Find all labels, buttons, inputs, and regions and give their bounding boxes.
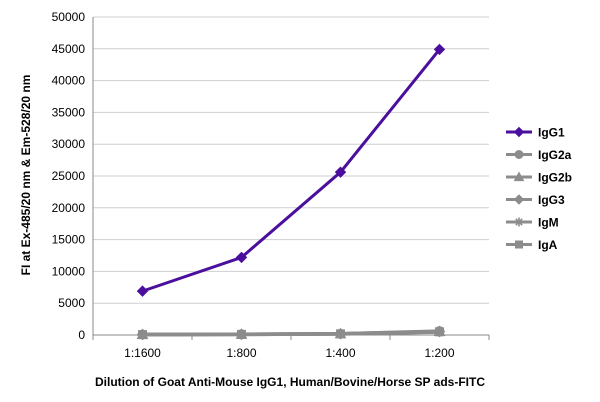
legend-item: IgG3 [506, 193, 565, 207]
series-lines [136, 43, 446, 341]
data-point [514, 217, 524, 227]
legend-item: IgG2a [506, 148, 572, 162]
y-tick-label: 45000 [52, 42, 86, 56]
data-point [237, 329, 246, 339]
x-axis-title: Dilution of Goat Anti-Mouse IgG1, Human/… [95, 375, 485, 389]
legend-item: IgA [506, 238, 558, 252]
y-tick-label: 20000 [52, 201, 86, 215]
legend-item: IgG1 [506, 126, 565, 140]
series-line [142, 48, 441, 293]
y-tick-label: 0 [78, 328, 85, 342]
y-axis-title: FI at Ex-485/20 nm & Em-528/20 nm [19, 75, 33, 276]
data-point [435, 327, 444, 337]
series-igg1 [136, 43, 446, 297]
x-tick-label: 1:1600 [124, 346, 161, 360]
y-tick-label: 35000 [52, 105, 86, 119]
data-point [514, 150, 524, 159]
legend-label: IgG1 [538, 126, 565, 140]
legend-label: IgG3 [538, 193, 565, 207]
data-point [433, 43, 446, 56]
y-tick-label: 40000 [52, 74, 86, 88]
x-tick-labels: 1:1600 1:800 1:400 1:200 [124, 346, 455, 360]
grid-lines [92, 16, 490, 340]
legend-label: IgA [538, 238, 558, 252]
y-tick-label: 5000 [58, 296, 85, 310]
data-point [235, 251, 248, 264]
x-tick-label: 1:400 [325, 346, 355, 360]
data-point [513, 126, 525, 138]
data-point [513, 171, 525, 182]
legend-item: IgG2b [506, 171, 572, 185]
legend-label: IgG2a [538, 148, 572, 162]
data-point [136, 285, 149, 297]
legend: IgG1 IgG2a IgG2b IgG3 IgM IgA [506, 126, 572, 252]
data-point [138, 330, 147, 340]
y-tick-label: 25000 [52, 169, 86, 183]
y-tick-label: 15000 [52, 233, 86, 247]
series-line [142, 330, 440, 337]
data-point [336, 329, 345, 339]
legend-label: IgG2b [538, 171, 572, 185]
x-tick-label: 1:800 [226, 346, 256, 360]
legend-label: IgM [538, 216, 559, 230]
data-point [513, 194, 525, 205]
y-tick-label: 10000 [52, 264, 86, 278]
y-tick-label: 50000 [52, 10, 86, 24]
data-point [515, 240, 523, 249]
series-iga [138, 327, 444, 340]
y-tick-labels: 0 5000 10000 15000 20000 25000 30000 35000 40000… [52, 10, 86, 342]
data-point [334, 166, 347, 178]
x-tick-label: 1:200 [424, 346, 454, 360]
legend-item: IgM [506, 216, 559, 230]
y-tick-label: 30000 [52, 137, 86, 151]
